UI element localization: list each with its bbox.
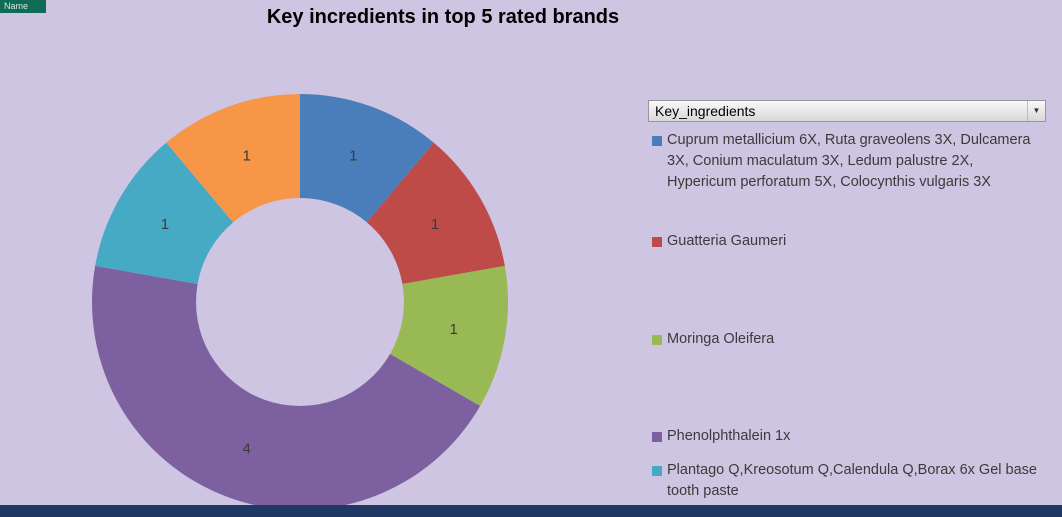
legend-swatch (652, 466, 662, 476)
legend-item-label: Cuprum metallicium 6X, Ruta graveolens 3… (667, 132, 1031, 190)
data-label: 1 (449, 321, 457, 338)
legend-field-button-label: Key_ingredients (655, 103, 756, 119)
legend-item: Plantago Q,Kreosotum Q,Calendula Q,Borax… (652, 460, 1044, 502)
dropdown-arrow-icon[interactable]: ▼ (1027, 101, 1045, 121)
legend-items: Cuprum metallicium 6X, Ruta graveolens 3… (652, 0, 1052, 517)
legend-swatch (652, 136, 662, 146)
data-label: 1 (161, 216, 169, 233)
legend-item: Phenolphthalein 1x (652, 426, 1044, 447)
data-label: 1 (242, 147, 250, 164)
legend-swatch (652, 335, 662, 345)
corner-field-tab-label: Name (4, 1, 29, 11)
donut-segment[interactable] (390, 265, 509, 406)
chart-title: Key incredients in top 5 rated brands (266, 6, 620, 28)
donut-segment[interactable] (166, 94, 300, 223)
legend-swatch (652, 432, 662, 442)
legend-item-label: Plantago Q,Kreosotum Q,Calendula Q,Borax… (667, 462, 1037, 499)
legend-item: Guatteria Gaumeri (652, 231, 1044, 252)
donut-segment[interactable] (300, 94, 434, 223)
data-label: 4 (242, 441, 250, 458)
donut-segment[interactable] (92, 265, 481, 510)
legend-field-button[interactable]: Key_ingredients ▼ (648, 100, 1046, 122)
legend-item: Cuprum metallicium 6X, Ruta graveolens 3… (652, 130, 1044, 193)
data-label: 1 (349, 147, 357, 164)
donut-segment[interactable] (95, 142, 234, 284)
corner-field-tab[interactable]: Name (0, 0, 46, 13)
data-label: 1 (431, 216, 439, 233)
legend-item-label: Moringa Oleifera (667, 331, 775, 347)
legend-item-label: Phenolphthalein 1x (667, 428, 791, 444)
legend-item: Moringa Oleifera (652, 329, 1044, 350)
legend-swatch (652, 237, 662, 247)
donut-segment[interactable] (366, 142, 505, 284)
legend-item-label: Guatteria Gaumeri (667, 233, 787, 249)
bottom-bar (0, 505, 1062, 517)
